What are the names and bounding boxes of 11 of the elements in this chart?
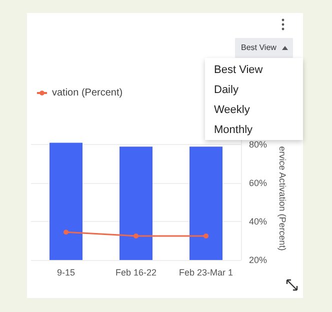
- y2-tick-label: 40%: [249, 216, 268, 227]
- text: Best View: [241, 43, 276, 52]
- y2-axis-title: ervice Activation (Percent): [277, 146, 288, 251]
- y2-tick-label: 20%: [249, 255, 268, 265]
- dropdown-menu: Best View Daily Weekly Monthly: [205, 58, 303, 140]
- x-tick-label: Feb 23-Mar 1: [178, 268, 234, 278]
- y2-tick-label: 60%: [249, 178, 268, 188]
- legend-label: vation (Percent): [52, 88, 123, 98]
- x-tick-label: 9-15: [56, 268, 76, 278]
- y2-tick-label: 80%: [249, 140, 268, 150]
- x-tick-label: Feb 16-22: [115, 268, 157, 278]
